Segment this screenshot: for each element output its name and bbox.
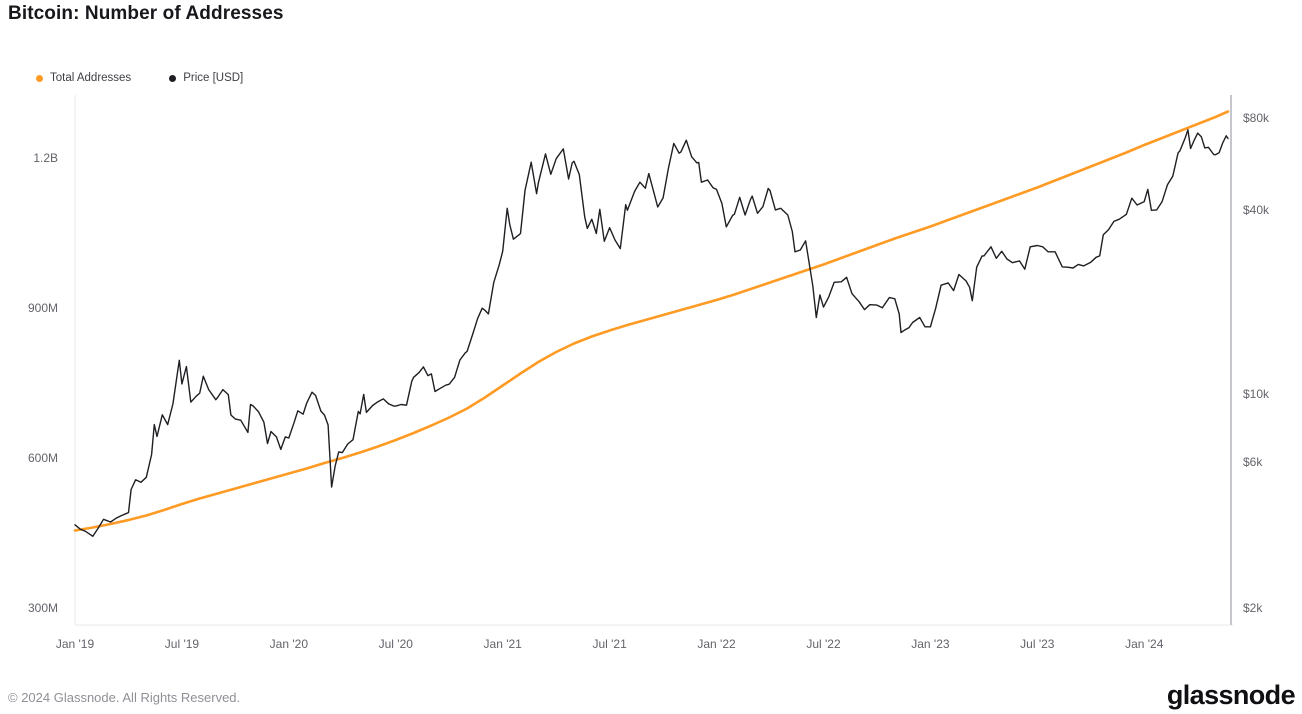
price-usd--line <box>74 129 1229 537</box>
y-left-tick-label: 1.2B <box>33 151 58 165</box>
page-title: Bitcoin: Number of Addresses <box>8 3 284 24</box>
y-right-tick-label: $2k <box>1243 601 1263 615</box>
y-right-tick-label: $10k <box>1243 387 1270 401</box>
x-tick-label: Jan '22 <box>697 637 736 651</box>
glassnode-logo[interactable]: glassnode <box>1166 680 1296 710</box>
x-tick-label: Jul '23 <box>1020 637 1055 651</box>
x-tick-label: Jul '20 <box>379 637 414 651</box>
chart-legend: Total Addresses Price [USD] <box>36 72 243 84</box>
x-tick-label: Jul '22 <box>806 637 841 651</box>
y-right-tick-label: $40k <box>1243 203 1270 217</box>
x-tick-label: Jan '23 <box>911 637 950 651</box>
price-usd-dot-icon <box>169 74 177 82</box>
x-tick-label: Jan '19 <box>56 637 95 651</box>
legend-item-total-addresses[interactable]: Total Addresses <box>36 72 131 84</box>
total-addresses-dot-icon <box>36 74 43 82</box>
legend-item-price-usd[interactable]: Price [USD] <box>169 72 243 84</box>
copyright-text: © 2024 Glassnode. All Rights Reserved. <box>8 690 241 705</box>
y-left-tick-label: 900M <box>28 301 58 315</box>
x-tick-label: Jan '21 <box>484 637 523 651</box>
y-left-tick-label: 300M <box>28 601 58 615</box>
total-addresses-line <box>73 110 1230 532</box>
y-right-tick-label: $80k <box>1243 111 1270 125</box>
y-left-tick-label: 600M <box>28 451 58 465</box>
legend-label-price-usd: Price [USD] <box>183 72 244 84</box>
x-tick-label: Jan '24 <box>1125 637 1164 651</box>
x-tick-label: Jul '19 <box>165 637 200 651</box>
y-right-tick-label: $6k <box>1243 455 1263 469</box>
legend-label-total-addresses: Total Addresses <box>50 72 132 84</box>
x-tick-label: Jul '21 <box>592 637 627 651</box>
x-tick-label: Jan '20 <box>270 637 309 651</box>
